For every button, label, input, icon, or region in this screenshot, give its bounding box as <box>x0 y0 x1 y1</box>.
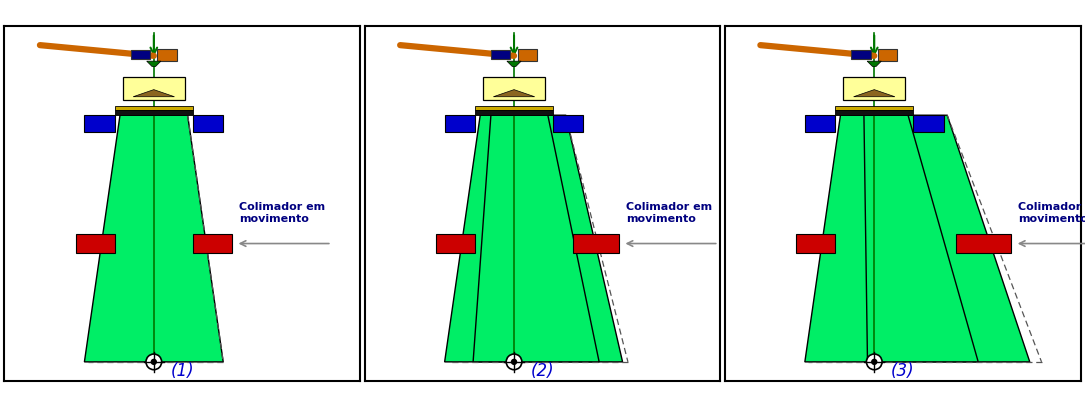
Bar <box>553 115 584 132</box>
Polygon shape <box>445 115 623 362</box>
Polygon shape <box>146 61 161 66</box>
Bar <box>914 115 944 132</box>
Polygon shape <box>867 61 881 66</box>
Bar <box>436 234 475 253</box>
Text: Colimador em
movimento: Colimador em movimento <box>1019 202 1085 224</box>
Circle shape <box>511 359 518 365</box>
Bar <box>957 234 1011 253</box>
Text: Colimador em
movimento: Colimador em movimento <box>626 202 712 224</box>
Bar <box>193 234 232 253</box>
Bar <box>490 50 510 59</box>
Polygon shape <box>507 61 521 66</box>
Bar <box>445 115 475 132</box>
Circle shape <box>867 354 882 370</box>
Bar <box>76 234 115 253</box>
Bar <box>130 50 150 59</box>
Text: (1): (1) <box>170 362 194 380</box>
Circle shape <box>871 359 878 365</box>
Polygon shape <box>494 90 535 97</box>
Polygon shape <box>864 115 979 362</box>
Bar <box>193 115 224 132</box>
Bar <box>518 49 537 61</box>
Bar <box>805 115 835 132</box>
Bar <box>475 110 553 115</box>
Bar <box>835 106 914 110</box>
Bar <box>878 49 897 61</box>
Bar <box>475 106 553 110</box>
Circle shape <box>146 354 162 370</box>
Bar <box>115 106 193 110</box>
Circle shape <box>507 354 522 370</box>
Polygon shape <box>85 115 224 362</box>
Text: Colimador em
movimento: Colimador em movimento <box>239 202 326 224</box>
Polygon shape <box>473 115 599 362</box>
Circle shape <box>151 359 157 365</box>
Bar <box>573 234 620 253</box>
Text: (3): (3) <box>891 362 915 380</box>
Bar <box>851 50 870 59</box>
Polygon shape <box>805 115 1030 362</box>
Bar <box>85 115 115 132</box>
Bar <box>483 77 545 100</box>
Bar <box>835 110 914 115</box>
Bar <box>157 49 177 61</box>
Polygon shape <box>854 90 895 97</box>
Bar <box>123 77 184 100</box>
Bar <box>796 234 835 253</box>
Bar <box>115 110 193 115</box>
Polygon shape <box>133 90 175 97</box>
Bar <box>843 77 905 100</box>
Text: (2): (2) <box>531 362 554 380</box>
